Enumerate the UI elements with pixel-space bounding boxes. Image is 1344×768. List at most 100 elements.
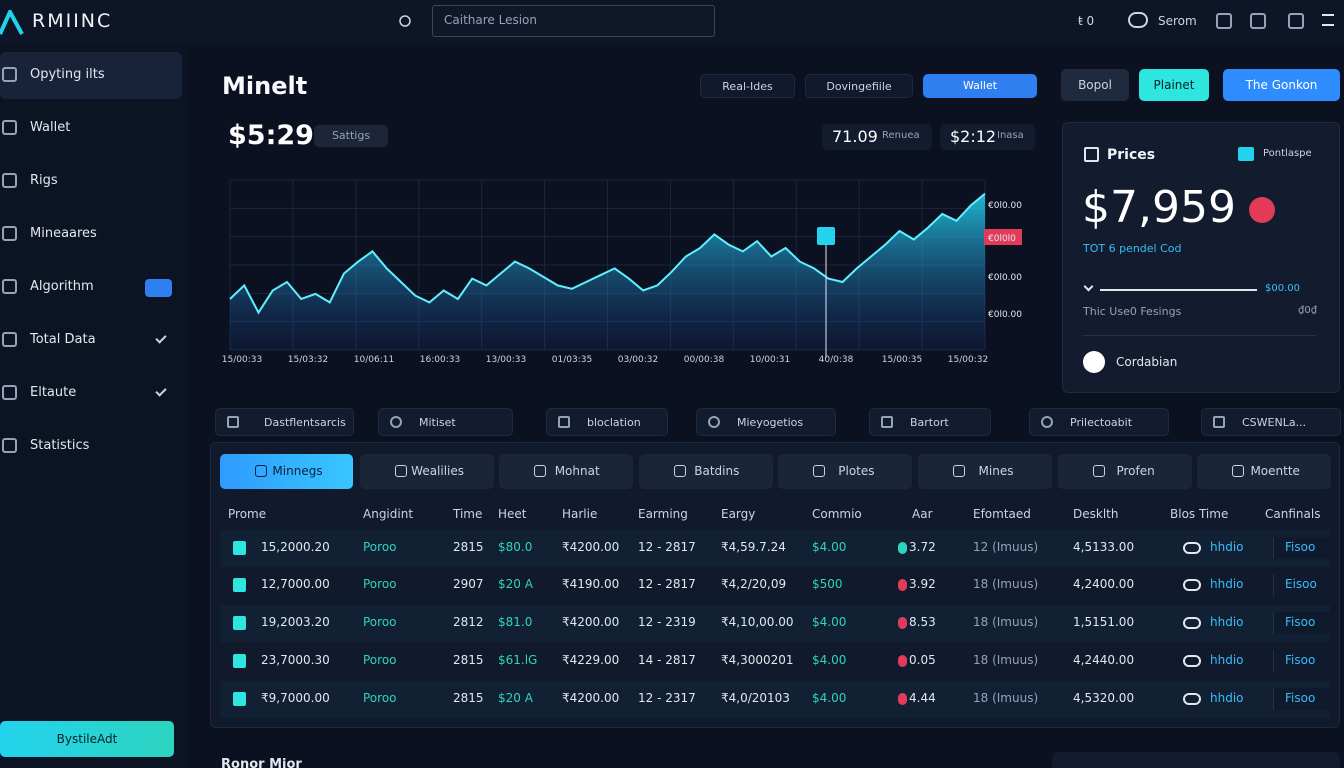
table-cell: $4.00 [812, 653, 847, 667]
x-tick-label: 01/03:35 [552, 355, 592, 365]
row-icon [233, 541, 246, 555]
table-cell: 12 - 2317 [638, 691, 696, 705]
table-cell[interactable]: hhdio [1210, 577, 1244, 591]
header-button[interactable]: Dovingefiile [805, 74, 913, 98]
tab[interactable]: Mohnat [499, 454, 634, 489]
filter[interactable]: Mitiset [378, 408, 513, 436]
nav-icon [2, 173, 17, 188]
header-button[interactable]: Wallet [923, 74, 1037, 98]
tab[interactable]: Mines [918, 454, 1052, 489]
search-box[interactable] [432, 5, 715, 37]
tab[interactable]: Moentte [1197, 454, 1332, 489]
nav-item[interactable]: Total Data [30, 332, 96, 347]
filter[interactable]: CSWENLa... [1201, 408, 1341, 436]
table-cell: Fisoo [1285, 540, 1316, 554]
top-icon[interactable] [1216, 13, 1232, 29]
nav-item[interactable]: Algorithm [30, 279, 94, 294]
cell-box [1273, 537, 1331, 559]
tab[interactable]: Minnegs [220, 454, 353, 489]
header-button[interactable]: Bopol [1061, 69, 1129, 101]
table-panel [210, 442, 1340, 728]
tab-icon [1232, 465, 1245, 477]
table-cell: $20 A [498, 691, 533, 705]
header-button[interactable]: The Gonkon [1223, 69, 1340, 101]
table-cell: Fisoo [1285, 653, 1316, 667]
status-dot [898, 693, 907, 705]
table-cell: 3.92 [909, 577, 936, 591]
tab-icon [534, 465, 547, 477]
plus-icon [1083, 351, 1105, 373]
nav-item[interactable]: Statistics [30, 438, 90, 453]
header-button[interactable]: Plainet [1139, 69, 1209, 101]
table-cell: Poroo [363, 691, 397, 705]
header-button[interactable]: Real-Ides [700, 74, 795, 98]
column-header: Canfinals [1265, 507, 1321, 521]
filter[interactable]: Mieyogetios [696, 408, 836, 436]
table-cell: 19,2003.20 [261, 615, 330, 629]
table-cell: Poroo [363, 540, 397, 554]
nav-item[interactable]: Rigs [30, 173, 58, 188]
tab-icon [813, 465, 826, 477]
table-cell: $20 A [498, 577, 533, 591]
top-icon[interactable] [1288, 13, 1304, 29]
table-cell[interactable]: hhdio [1210, 540, 1244, 554]
nav-item[interactable]: Wallet [30, 120, 71, 135]
table-cell: ₹4200.00 [562, 540, 620, 554]
x-tick-label: 03/00:32 [618, 355, 658, 365]
nav-item[interactable]: Mineaares [30, 226, 97, 241]
cell-box [1273, 650, 1331, 672]
row-label: Thic Use0 Fesings [1083, 305, 1182, 318]
table-cell[interactable]: hhdio [1210, 691, 1244, 705]
top-icon[interactable] [1250, 13, 1266, 29]
stat[interactable]: 71.09 [822, 124, 932, 150]
panel-sub: TOT 6 pendel Cod [1083, 242, 1182, 255]
filter-icon [881, 416, 893, 428]
cell-box [1273, 688, 1331, 710]
row-icon [233, 578, 246, 592]
tab[interactable]: Profen [1057, 454, 1192, 489]
x-tick-label: 16:00:33 [420, 355, 460, 365]
tab[interactable]: Plotes [778, 454, 913, 489]
x-tick-label: 10/06:11 [354, 355, 394, 365]
tab-icon [1092, 465, 1105, 477]
page-title: Minelt [222, 72, 308, 100]
link-icon [1183, 579, 1201, 591]
table-cell: ₹4200.00 [562, 691, 620, 705]
stat[interactable]: $2:12 [940, 124, 1035, 150]
y-badge [984, 229, 1022, 245]
chart: €0l0.00 €0l0l0 €0l0.00 €0l0.00 15/00:33 15/03… [222, 179, 1022, 365]
table-cell: Poroo [363, 653, 397, 667]
link-icon [1183, 617, 1201, 629]
column-header: Commio [812, 507, 862, 521]
table-cell: 2815 [453, 691, 484, 705]
filter[interactable]: Bartort [869, 408, 991, 436]
x-tick-label: 40/0:38 [819, 355, 854, 365]
tab-icon [255, 465, 267, 477]
footer-title: Ronor Mior [221, 757, 302, 768]
nav-item[interactable]: Opyting ilts [30, 67, 105, 82]
tab[interactable]: Batdins [638, 454, 773, 489]
menu-icon [1322, 14, 1334, 26]
column-header: Angidint [363, 507, 414, 521]
action[interactable]: Cordabian [1116, 355, 1178, 369]
column-header: Blos Time [1170, 507, 1229, 521]
tab[interactable]: Wealilies [359, 454, 494, 489]
table-cell[interactable]: hhdio [1210, 615, 1244, 629]
filter-icon [1041, 416, 1053, 428]
price-tag[interactable]: Sattigs [314, 125, 388, 147]
y-tick-label: €0l0.00 [988, 310, 1022, 320]
table-cell: Fisoo [1285, 615, 1316, 629]
y-tick-label: €0l0l0 [988, 234, 1016, 244]
filter[interactable]: bloclation [546, 408, 668, 436]
nav-item[interactable]: Eltaute [30, 385, 77, 400]
user-name: Serom [1158, 14, 1197, 28]
table-cell: 2815 [453, 653, 484, 667]
table-cell: 4,2400.00 [1073, 577, 1135, 591]
cursor-badge [817, 227, 835, 245]
sidebar-button[interactable]: BystileAdt [0, 721, 174, 757]
panel-icon [1084, 147, 1099, 162]
nav-icon [2, 67, 17, 82]
panel-badge: Pontlaspe [1263, 148, 1312, 159]
table-cell: ₹4,0/20103 [721, 691, 790, 705]
table-cell[interactable]: hhdio [1210, 653, 1244, 667]
